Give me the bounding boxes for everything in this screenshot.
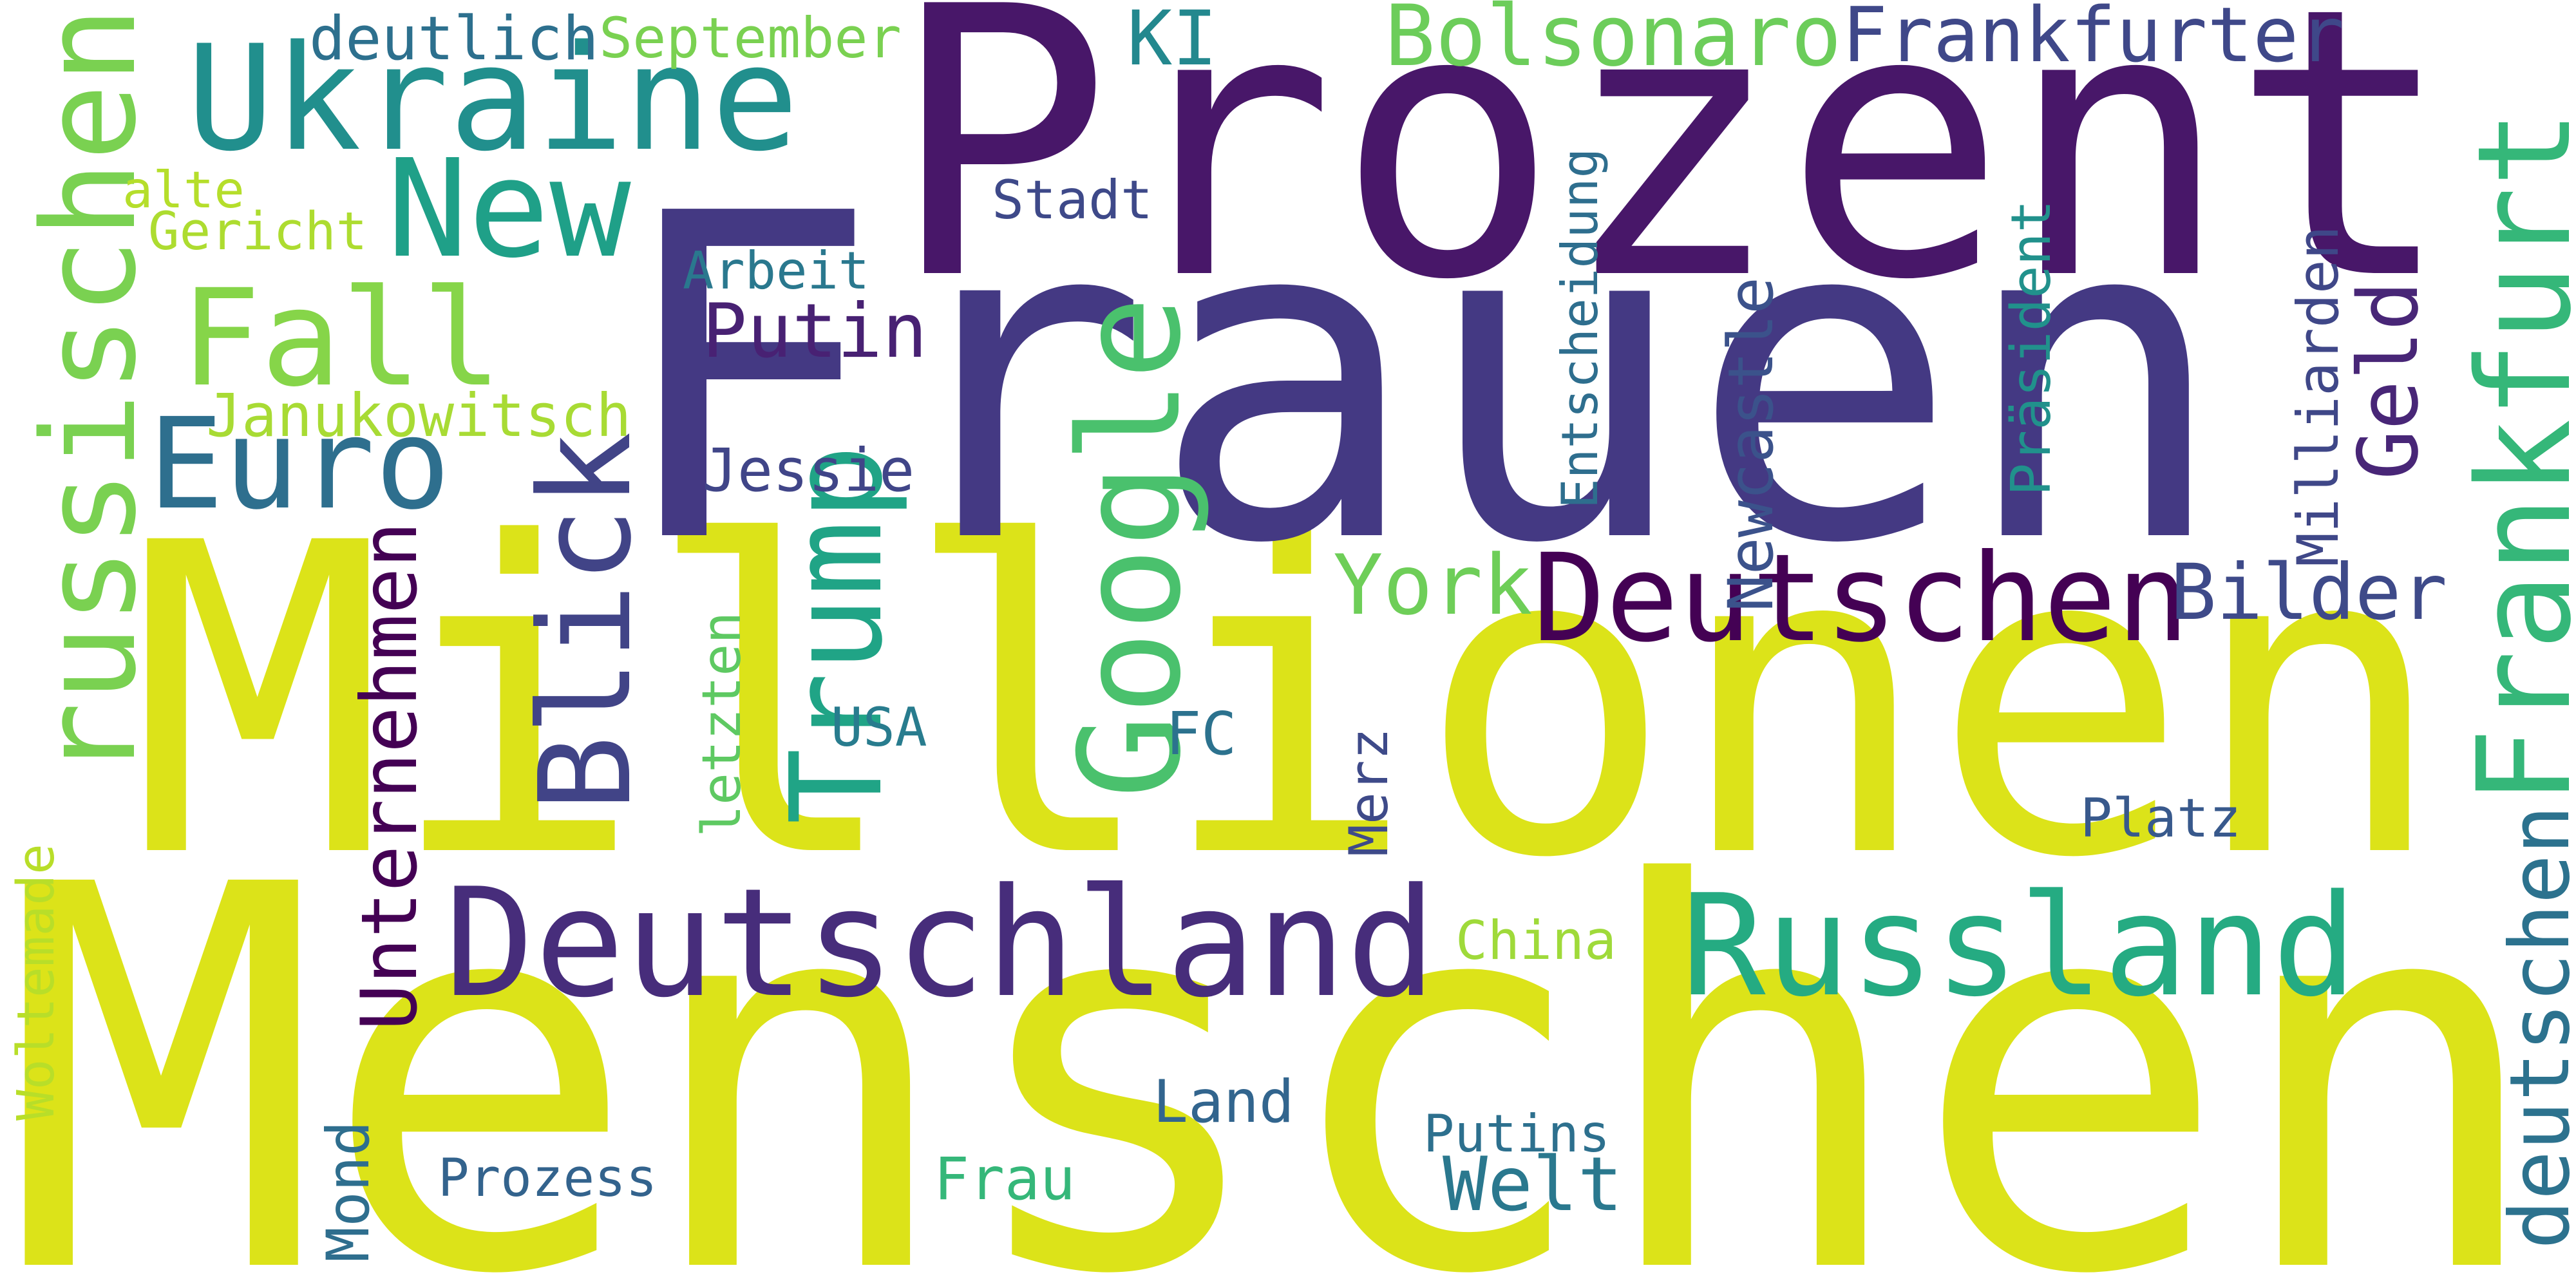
word-new: New (386, 130, 631, 288)
word-millionen: Millionen (129, 453, 2447, 951)
word-menschen: Menschen (3, 773, 2548, 1288)
word-alte: alte (122, 160, 245, 220)
word-deutschland: Deutschland (444, 855, 1437, 1030)
word-usa: USA (831, 696, 927, 759)
word-entscheidung: Entscheidung (1551, 147, 1609, 509)
word-land: Land (1153, 1066, 1294, 1136)
word-deutschen-capital: Deutschen (1533, 528, 2190, 669)
word-mond: Mond (313, 1121, 383, 1262)
word-platz: Platz (2080, 786, 2241, 849)
word-merz: Merz (1337, 728, 1400, 857)
word-janukowitsch: Janukowitsch (206, 381, 632, 450)
word-prozess: Prozess (438, 1148, 658, 1209)
word-geld: Geld (2341, 280, 2437, 480)
word-bolsonaro: Bolsonaro (1385, 0, 1842, 85)
word-arbeit: Arbeit (683, 240, 870, 301)
word-praesident: Präsident (1999, 200, 2063, 496)
word-ukraine: Ukraine (186, 15, 799, 184)
word-bilder: Bilder (2170, 547, 2448, 638)
word-prozent: Prozent (888, 0, 2454, 361)
word-letzten: letzten (690, 611, 753, 837)
word-russischen: russischen (15, 6, 165, 779)
word-unternehmen: Unternehmen (345, 521, 435, 1030)
word-jessie: Jessie (702, 435, 915, 505)
word-russland: Russland (1681, 865, 2357, 1028)
word-fall: Fall (180, 260, 502, 416)
word-frankfurt: Frankfurt (2449, 109, 2576, 805)
word-fc: FC (1166, 699, 1237, 768)
word-frau: Frau (934, 1144, 1075, 1213)
word-stadt: Stadt (992, 168, 1153, 231)
word-milliarden: Milliarden (2285, 225, 2351, 567)
word-blick: Blick (513, 431, 659, 811)
word-ki: KI (1127, 0, 1218, 82)
word-putins: Putins (1423, 1103, 1611, 1164)
word-york: York (1333, 537, 1533, 634)
word-deutschen-lower: deutschen (2492, 805, 2576, 1249)
word-frauen: Frauen (611, 119, 2229, 641)
word-september: September (599, 6, 902, 71)
word-newcastle: Newcastle (1715, 277, 1787, 612)
word-frankfurter: Frankfurter (1842, 0, 2345, 79)
word-china: China (1455, 909, 1616, 972)
word-euro: Euro (148, 390, 451, 537)
word-gericht: Gericht (148, 201, 368, 262)
word-deutlich: deutlich (309, 3, 599, 74)
word-woltemade: Woltemade (5, 844, 66, 1121)
word-putin: Putin (702, 288, 927, 375)
word-welt: Welt (1443, 1141, 1623, 1228)
